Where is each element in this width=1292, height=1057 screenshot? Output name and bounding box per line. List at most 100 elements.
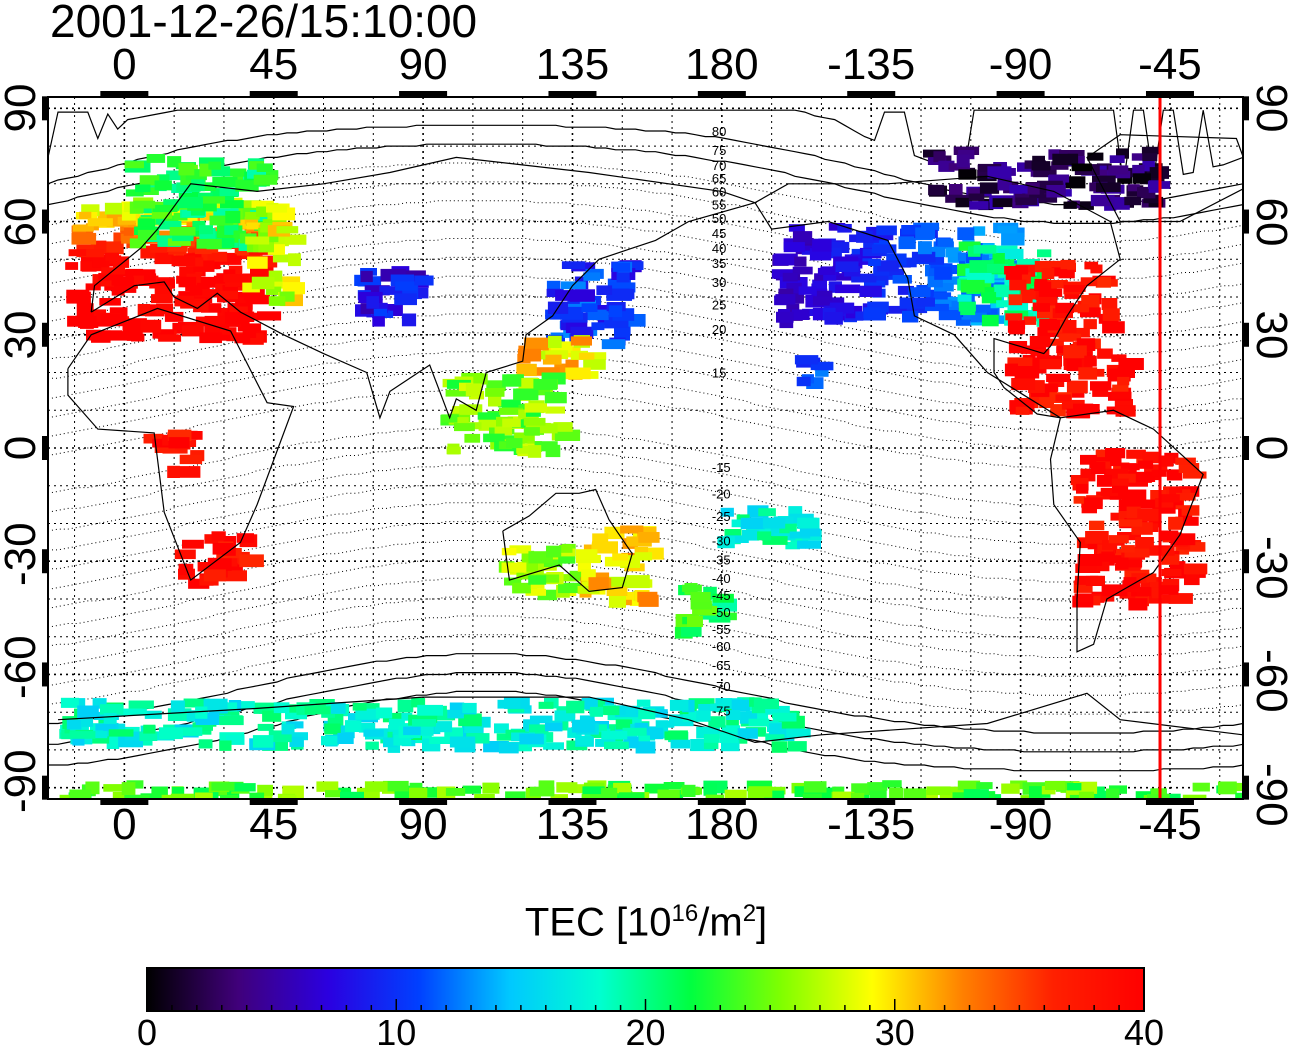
tec-cell [128,700,154,709]
tec-cell [1015,197,1038,206]
tec-cell [429,736,453,744]
tec-cell [911,251,936,263]
tec-cell [690,592,711,602]
tec-cell [356,787,380,799]
tec-cell [926,786,951,796]
tec-cell [201,196,225,204]
tec-cell [360,270,373,283]
maglat-contour [48,275,1243,356]
tec-cell [135,269,156,277]
latitude-tick-label: 90 [1247,83,1292,133]
tec-cell [968,193,985,201]
tec-cell [169,227,196,236]
tec-cell [1090,264,1103,274]
tec-cell [1023,316,1037,325]
tec-cell [152,330,174,339]
tec-cell [575,549,598,559]
tec-cell [1176,492,1196,501]
tec-cell [1016,259,1040,268]
tec-cell [1078,201,1094,210]
tec-cell [498,407,523,415]
longitude-tick-label: 135 [535,800,610,849]
tec-cell [284,234,307,245]
tec-cell [1109,491,1132,500]
tec-cell [203,569,226,582]
tec-cell [1090,594,1115,602]
tec-cell [266,204,287,213]
tec-cell [69,789,91,799]
tec-cell [1235,792,1243,799]
tec-cell [496,733,512,741]
tec-cell [601,730,628,740]
tec-cell [242,282,260,293]
tec-cell [179,454,203,465]
colorbar-tick-label: 10 [376,1012,417,1053]
tec-cell [1105,448,1126,459]
tec-cell [576,554,601,564]
tec-cell [497,699,521,709]
tec-cell [1066,380,1088,394]
tec-cell [1124,478,1148,487]
maglat-label: -25 [712,509,731,524]
bottom-tick-bar [249,799,298,805]
longitude-tick-label: 135 [535,40,610,89]
tec-cell [1042,280,1068,289]
tec-cell [1121,545,1135,553]
tec-cell [211,782,235,791]
tec-cell [502,418,521,428]
tec-cell [1029,786,1051,798]
tec-cell [1087,541,1103,550]
tec-cell [634,722,649,732]
tec-cell [375,707,393,719]
tec-cell [1149,546,1175,556]
tec-cell [812,307,826,321]
tec-cell [192,722,213,731]
tec-cell [417,704,443,716]
tec-cell [798,286,817,295]
tec-cell [558,556,576,564]
tec-cell [616,271,630,283]
tec-cell [1083,319,1097,330]
tec-cell [288,253,301,267]
tec-cell [960,279,985,293]
tec-cell [521,550,535,562]
tec-cell [1158,494,1180,503]
tec-cell [1089,520,1105,531]
tec-cell [778,288,794,298]
tec-cell [785,541,800,550]
maglat-label: 65 [712,171,726,186]
tec-cell [1111,387,1132,399]
tec-cell [546,545,562,558]
tec-cell [1001,232,1025,246]
tec-cell [478,418,500,431]
tec-cell [869,782,888,791]
tec-cell [164,311,184,322]
tec-cell [355,708,380,720]
right-tick-bar [1243,96,1249,121]
tec-cell [742,529,760,541]
tec-cell [837,224,852,233]
tec-cell [1005,271,1022,280]
tec-cell [473,373,488,385]
tec-cell [1138,499,1162,509]
tec-cell [1124,196,1141,206]
tec-cell [236,533,254,543]
tec-cell [851,273,877,283]
tec-cell [1020,289,1045,300]
tec-cell [330,702,346,714]
tec-cell [721,725,740,736]
tec-cell [1112,484,1129,493]
tec-cell [902,310,919,323]
tec-cell [166,170,189,181]
tec-cell [1009,400,1035,412]
tec-cell [235,179,259,192]
tec-cell [191,179,205,192]
tec-cell [997,225,1017,234]
tec-cell [1037,249,1052,258]
tec-cell [281,724,295,735]
tec-cell [845,792,865,799]
tec-cell [137,218,156,228]
tec-cell [197,562,216,572]
tec-cell [1058,270,1075,279]
maglat-label: -15 [712,460,731,475]
